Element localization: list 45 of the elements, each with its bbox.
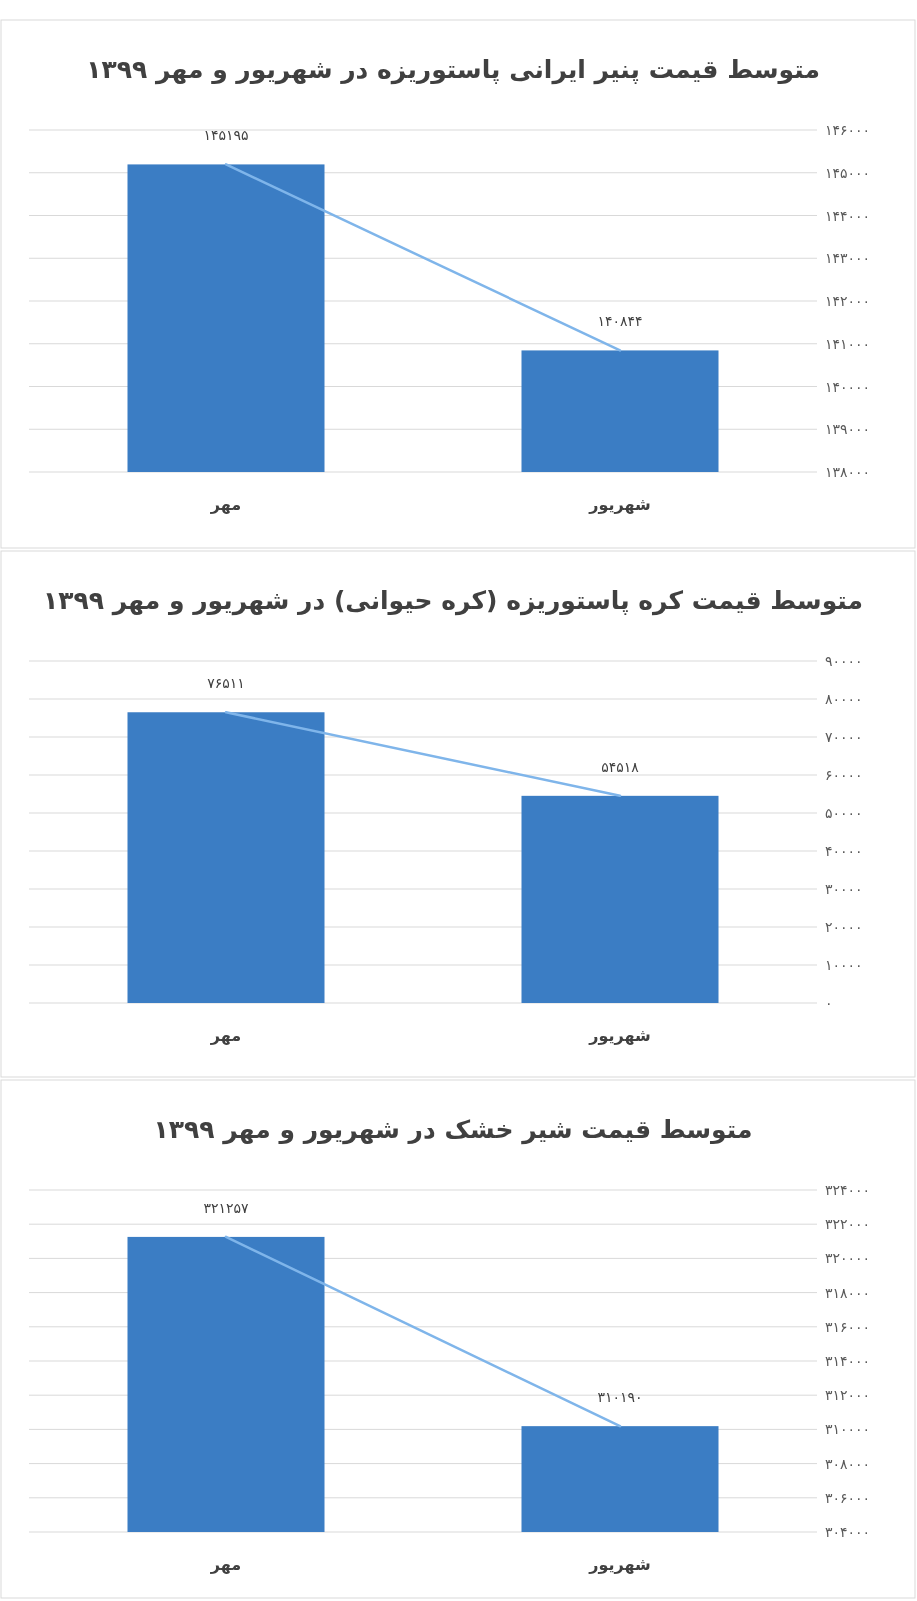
y-tick-label: ۱۴۱۰۰۰: [825, 335, 871, 352]
y-tick-label: ۳۲۰۰۰۰: [825, 1250, 871, 1267]
y-tick-label: ۵۰۰۰۰: [825, 805, 863, 821]
x-tick-label: مهر: [209, 495, 242, 514]
y-tick-label: ۱۴۳۰۰۰: [825, 250, 871, 267]
y-tick-label: ۱۴۴۰۰۰: [825, 207, 871, 224]
y-tick-label: ۳۲۲۰۰۰: [825, 1216, 871, 1233]
y-tick-label: ۹۰۰۰۰: [825, 653, 863, 669]
y-tick-label: ۱۴۵۰۰۰: [825, 164, 871, 181]
y-tick-label: ۱۳۸۰۰۰: [825, 464, 871, 480]
data-label: ۳۱۰۱۹۰: [597, 1389, 643, 1406]
y-tick-label: ۳۱۲۰۰۰: [825, 1387, 871, 1404]
y-tick-label: ۳۲۴۰۰۰: [825, 1182, 871, 1198]
x-tick-label: مهر: [209, 1555, 242, 1574]
x-tick-label: شهریور: [588, 495, 651, 514]
chart-title: متوسط قیمت کره پاستوریزه (کره حیوانی) در شهریور و مهر ۱۳۹۹: [42, 586, 864, 616]
y-tick-label: ۳۱۴۰۰۰: [825, 1353, 871, 1369]
y-tick-label: ۳۱۰۰۰۰: [825, 1421, 871, 1438]
data-label: ۱۴۵۱۹۵: [203, 127, 249, 144]
y-tick-label: ۳۱۸۰۰۰: [825, 1284, 871, 1301]
x-tick-label: شهریور: [588, 1555, 651, 1574]
y-tick-label: ۲۰۰۰۰: [825, 919, 863, 935]
data-label: ۵۴۵۱۸: [601, 758, 640, 775]
y-tick-label: ۱۳۹۰۰۰: [825, 421, 871, 438]
y-tick-label: ۳۰۰۰۰: [825, 881, 863, 897]
chart-title: متوسط قیمت پنیر ایرانی پاستوریزه در شهریور و مهر ۱۳۹۹: [86, 55, 820, 85]
y-tick-label: ۳۰۶۰۰۰: [825, 1489, 871, 1506]
y-tick-label: ۳۰۸۰۰۰: [825, 1455, 871, 1472]
y-tick-label: ۱۰۰۰۰: [825, 957, 863, 973]
y-tick-label: ۱۴۲۰۰۰: [825, 293, 871, 309]
chart-title: متوسط قیمت شیر خشک در شهریور و مهر ۱۳۹۹: [153, 1115, 753, 1145]
data-label: ۳۲۱۲۵۷: [203, 1199, 250, 1216]
data-label: ۷۶۵۱۱: [207, 675, 245, 692]
y-tick-label: ۸۰۰۰۰: [825, 691, 863, 707]
x-tick-label: شهریور: [588, 1026, 651, 1045]
y-tick-label: ۶۰۰۰۰: [825, 767, 863, 783]
data-label: ۱۴۰۸۴۴: [597, 313, 643, 330]
y-tick-label: ۳۰۴۰۰۰: [825, 1524, 871, 1540]
y-tick-label: ۰: [825, 995, 833, 1011]
y-tick-label: ۴۰۰۰۰: [825, 843, 863, 859]
x-tick-label: مهر: [209, 1026, 242, 1045]
y-tick-label: ۱۴۰۰۰۰: [825, 378, 871, 395]
y-tick-label: ۱۴۶۰۰۰: [825, 122, 871, 138]
y-tick-label: ۳۱۶۰۰۰: [825, 1318, 871, 1335]
y-tick-label: ۷۰۰۰۰: [825, 729, 863, 745]
